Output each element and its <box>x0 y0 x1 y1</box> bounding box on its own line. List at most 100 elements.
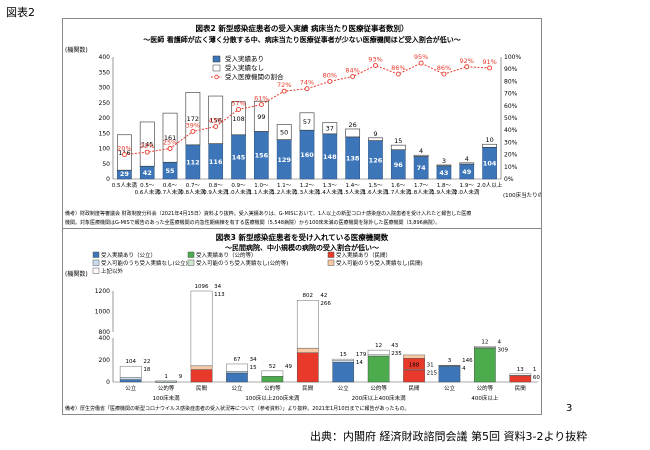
chart1-ratio-label: 43% <box>208 117 222 125</box>
chart1-bar-without <box>208 95 224 144</box>
chart1-legend-label: 受入実績あり <box>225 54 264 63</box>
chart2-bar-segment <box>474 346 496 348</box>
chart1-title: 図表2 新型感染症患者の受入実績 病床当たり医療従事者数別） <box>196 23 409 33</box>
chart1-value-without: 57 <box>303 118 311 126</box>
chart2-bar-segment <box>296 352 319 383</box>
chart2-value-label: 104 <box>125 359 136 365</box>
chart2-bar-segment <box>403 354 425 359</box>
chart1-value-without: 15 <box>394 137 402 145</box>
chart1-ratio-marker <box>350 74 356 79</box>
chart1-ytick-label: 0 <box>106 176 110 183</box>
chart2-value-label: 13 <box>517 367 524 373</box>
chart1-ratio-marker <box>487 65 493 71</box>
chart1-ratio-marker <box>236 107 241 112</box>
chart1-value-without: 108 <box>232 115 244 123</box>
chart1-y2tick-label: 30% <box>504 139 518 146</box>
chart1-xtick-label: 1.5〜 1.6人未満 <box>363 183 389 196</box>
chart2-bar-segment <box>332 358 355 361</box>
chart1-ratio-label: 22% <box>140 142 154 150</box>
chart1-xtick-label: 1.2〜 1.3人未満 <box>294 183 320 196</box>
chart1-subtitle: 〜医師 看護師が広く薄く分散する中、病床当たり医療従事者が少ない医療機関ほど受入… <box>143 35 460 44</box>
chart2-bar-segment <box>226 372 248 383</box>
chart1-value-with: 156 <box>255 152 269 160</box>
chart2-legend-label: 受入可能のうち受入実績なし(公的等) <box>196 259 288 267</box>
chart1-ytick-label: 50 <box>102 161 110 168</box>
chart2-bar-segment <box>155 380 177 383</box>
chart1-xtick-label: 1.9〜 2.0人未満 <box>454 183 480 196</box>
chart2-value-label: 1 <box>533 367 537 373</box>
chart1-ytick-label: 200 <box>99 115 111 122</box>
chart2-group-label: 100床以上200床未満 <box>245 394 299 402</box>
chart1-value-with: 42 <box>143 169 152 177</box>
chart1-value-with: 55 <box>166 167 176 175</box>
chart2-value-label: 42 <box>320 293 327 299</box>
chart2-xtick-label: 公的等 <box>264 384 281 392</box>
chart1-ytick-label: 350 <box>99 69 111 76</box>
chart1-xtick-label: 1.6〜 1.7人未満 <box>386 183 412 196</box>
chart1-value-with: 148 <box>323 153 337 161</box>
chart1-ratio-label: 86% <box>437 64 451 72</box>
chart2-value-label: 67 <box>233 357 240 363</box>
chart2-bar-segment <box>509 375 532 383</box>
chart1-legend-label: 受入実績なし <box>225 63 264 72</box>
chart2-bar-segment <box>190 290 213 367</box>
chart1-value-with: 74 <box>417 164 427 172</box>
chart1-ratio-marker <box>395 71 401 77</box>
chart1-legend-marker <box>214 74 219 80</box>
chart1-xtick-label: 1.1〜 1.2人未満 <box>272 183 298 196</box>
chart2-value-label: 113 <box>214 292 225 298</box>
chart1-ratio-marker <box>258 102 264 108</box>
chart2-bar-segment <box>367 349 390 356</box>
chart1-note-2: 機関。対象医療機関はG-MISで報告のあった全医療機関の内急性期病棟を有する医療… <box>65 219 440 226</box>
chart2-xtick-label: 公立 <box>231 384 243 392</box>
chart1-bar-without <box>368 137 383 141</box>
chart2-value-label: 179 <box>356 352 367 358</box>
chart1-value-without: 37 <box>326 125 334 133</box>
chart1-ratio-label: 84% <box>345 67 359 75</box>
chart2-value-label: 215 <box>427 371 438 377</box>
chart1-ratio-marker <box>190 128 196 134</box>
chart2-legend-swatch <box>327 259 335 266</box>
chart2-bar-segment <box>119 377 142 380</box>
chart2-group-label: 100床未満 <box>153 394 180 402</box>
chart2-ylabel: (機関数) <box>65 270 88 278</box>
chart1-xtick-label: 2.0人以上 <box>477 181 503 189</box>
chart1-value-without: 10 <box>485 136 493 144</box>
chart1-bar-without <box>322 122 338 135</box>
chart2-bar-segment <box>367 355 390 383</box>
chart1-value-with: 29 <box>120 170 130 178</box>
chart1-y2tick-label: 0% <box>504 176 514 183</box>
chart2-note: 備考）厚生労働省「医療機関の新型コロナウイルス感染症患者の受入状況等について（参… <box>65 405 410 412</box>
chart2-ytick-label: 200 <box>99 357 111 364</box>
chart2-legend-label: 上記以外 <box>101 267 124 275</box>
chart2-ytick-label: 1200 <box>95 288 110 295</box>
chart1-y2tick-label: 50% <box>504 115 518 122</box>
chart1-ratio-label: 25% <box>163 139 177 147</box>
chart2-xtick-label: 公的等 <box>370 384 387 392</box>
chart2-legend-label: 受入実績あり（民間） <box>336 251 391 259</box>
chart1-value-with: 49 <box>462 168 472 176</box>
chart2-title: 図表3 新型感染症患者を受け入れている医療機関数 <box>216 232 389 242</box>
chart2-value-label: 43 <box>391 343 398 349</box>
chart1-bar-without <box>413 154 429 157</box>
chart2-bar-segment <box>261 376 284 383</box>
chart1-bar-without <box>162 112 178 163</box>
chart2-ytick-label: 400 <box>99 335 111 342</box>
chart1-bar-without <box>231 101 246 136</box>
chart1-ratio-marker <box>441 71 447 77</box>
chart2-xtick-label: 民間 <box>302 385 314 392</box>
chart1-legend-swatch <box>212 55 221 63</box>
chart1-ytick-label: 300 <box>99 85 111 92</box>
chart2-bar-segment <box>332 362 355 383</box>
chart2-subtitle: 〜民間病院、中小規模の病院の受入割合が低い〜 <box>225 243 379 252</box>
chart2-legend-swatch <box>187 251 195 258</box>
chart2-value-label: 34 <box>250 357 257 363</box>
chart1-xtick-label: 0.5〜 0.6人未満 <box>135 183 161 196</box>
chart2-xtick-label: 公立 <box>125 384 137 392</box>
chart2-value-label: 60 <box>533 375 540 381</box>
chart2-value-label: 12 <box>481 339 488 345</box>
chart1-value-with: 116 <box>209 158 223 166</box>
chart1-ytick-label: 400 <box>99 54 111 61</box>
chart2-value-label: 49 <box>285 364 292 370</box>
chart1-ratio-marker <box>304 86 310 92</box>
